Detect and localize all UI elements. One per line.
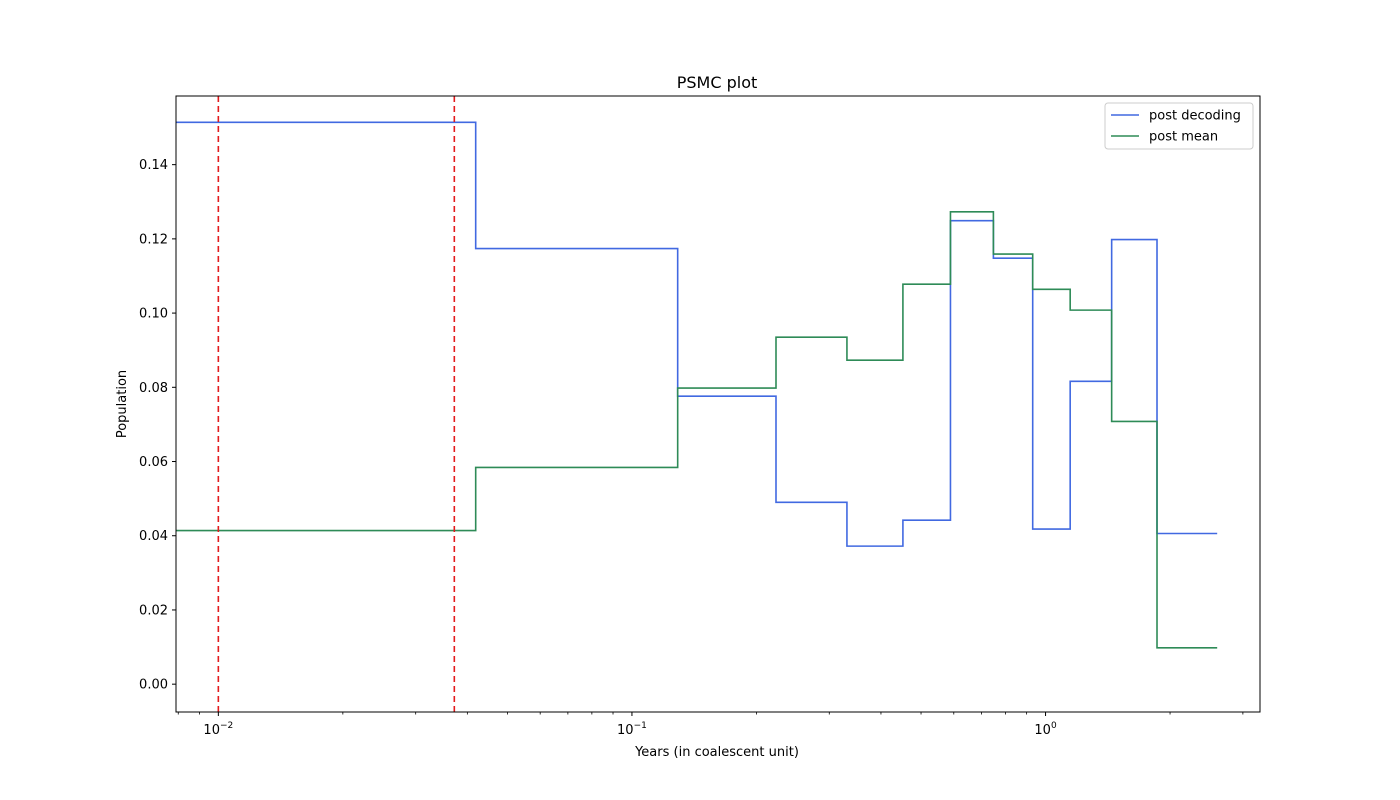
chart-title: PSMC plot [677, 73, 758, 92]
plot-area: 0.00 0.02 0.04 0.06 0.08 0.10 0.12 0.14 10−2 10−1… [139, 95, 1261, 738]
x-tick-label: 10−2 [203, 721, 233, 738]
axes-frame [175, 95, 1261, 713]
legend-label-post-mean: post mean [1149, 130, 1218, 145]
y-tick-label: 0.06 [139, 455, 168, 470]
x-tick-label: 10−1 [617, 721, 647, 738]
y-tick-label: 0.14 [139, 158, 168, 173]
x-tick-label: 100 [1034, 721, 1057, 738]
y-tick-label: 0.02 [139, 603, 168, 618]
x-axis-label: Years (in coalescent unit) [634, 745, 799, 760]
series-line-post-mean [176, 210, 1218, 649]
legend: post decoding post mean [1104, 102, 1254, 150]
y-tick-label: 0.08 [139, 381, 168, 396]
y-tick-label: 0.04 [139, 529, 168, 544]
y-tick-label: 0.00 [139, 678, 168, 693]
legend-label-post-decoding: post decoding [1149, 109, 1241, 124]
legend-box [1104, 102, 1254, 150]
y-axis-label: Population [115, 370, 130, 438]
y-tick-label: 0.10 [139, 307, 168, 322]
y-tick-label: 0.12 [139, 232, 168, 247]
